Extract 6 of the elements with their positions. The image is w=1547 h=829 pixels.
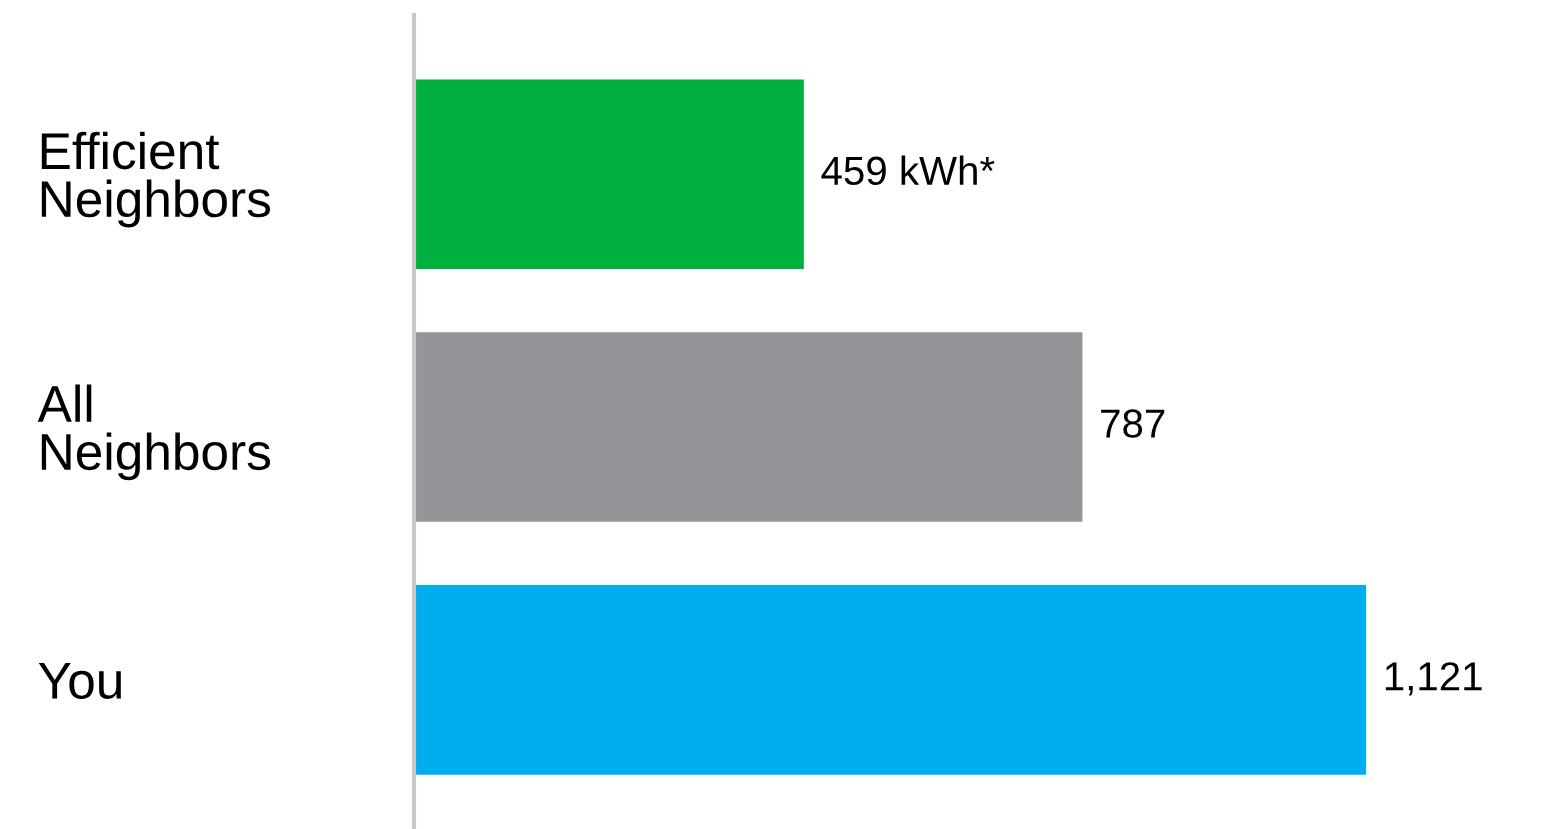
y-tick-label: All Neighbors — [37, 384, 270, 481]
data-label: 787 — [1101, 409, 1165, 438]
y-tick-label: You — [38, 663, 121, 699]
y-tick-label: Efficient Neighbors — [41, 131, 270, 228]
data-label: 1,121 — [1385, 662, 1482, 696]
data-label: 459 kWh* — [821, 155, 995, 186]
